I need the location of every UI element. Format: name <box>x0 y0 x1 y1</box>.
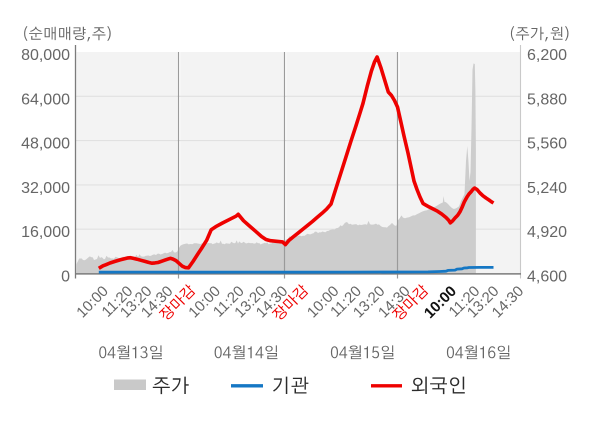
svg-text:32,000: 32,000 <box>21 180 70 197</box>
svg-text:6,200: 6,200 <box>527 47 567 64</box>
svg-text:64,000: 64,000 <box>21 91 70 108</box>
svg-text:4,600: 4,600 <box>527 269 567 286</box>
svg-text:5,240: 5,240 <box>527 180 567 197</box>
svg-text:48,000: 48,000 <box>21 136 70 153</box>
svg-text:5,880: 5,880 <box>527 91 567 108</box>
svg-text:16,000: 16,000 <box>21 224 70 241</box>
svg-text:80,000: 80,000 <box>21 47 70 64</box>
svg-text:4,920: 4,920 <box>527 224 567 241</box>
svg-text:5,560: 5,560 <box>527 136 567 153</box>
svg-text:0: 0 <box>61 269 70 286</box>
